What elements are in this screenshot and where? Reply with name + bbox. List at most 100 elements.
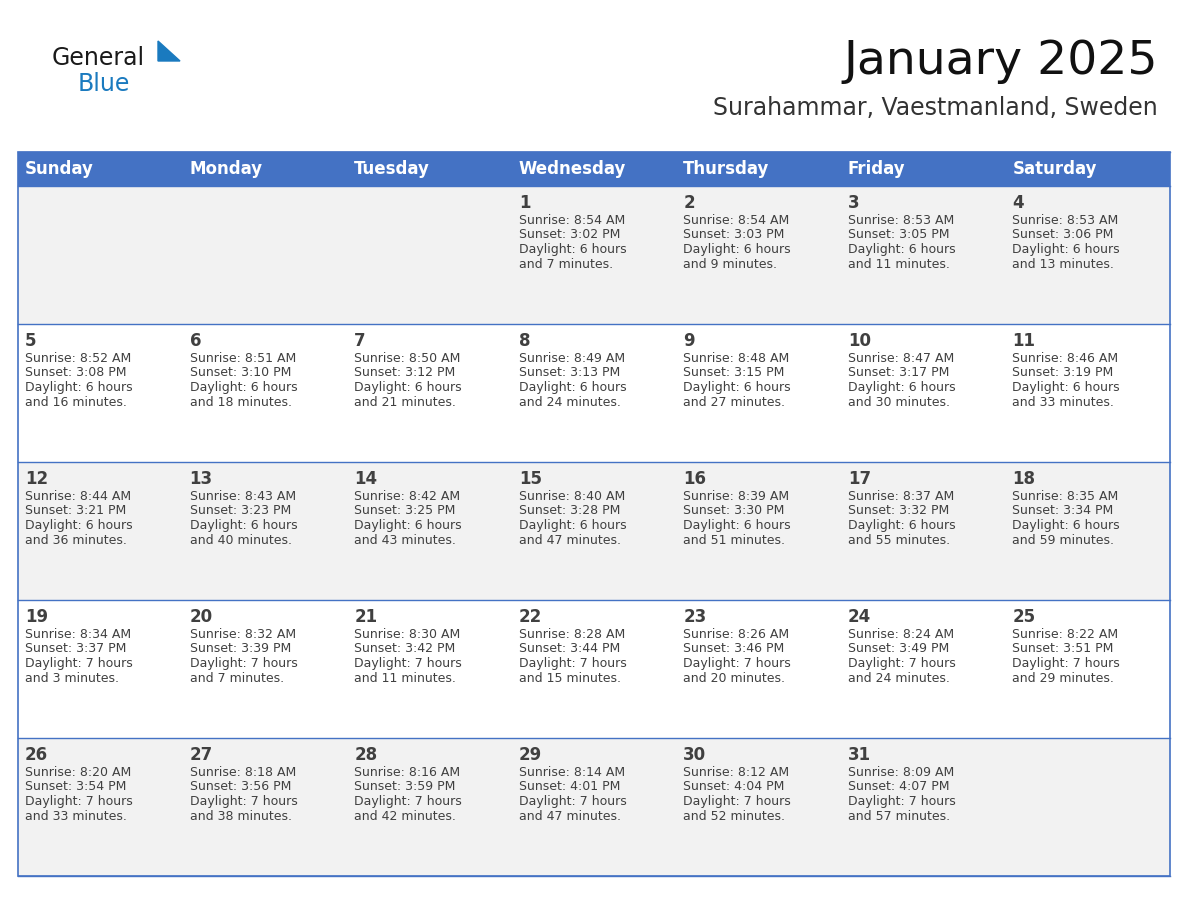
Text: Sunset: 3:54 PM: Sunset: 3:54 PM: [25, 780, 126, 793]
Text: and 52 minutes.: and 52 minutes.: [683, 810, 785, 823]
Bar: [1005, 600, 1170, 738]
Bar: [183, 186, 347, 324]
Bar: [18, 738, 183, 876]
Text: Daylight: 6 hours: Daylight: 6 hours: [25, 519, 133, 532]
Text: 27: 27: [190, 746, 213, 764]
Bar: [676, 600, 841, 738]
Text: Daylight: 7 hours: Daylight: 7 hours: [354, 795, 462, 808]
Text: Sunrise: 8:43 AM: Sunrise: 8:43 AM: [190, 490, 296, 503]
Text: Sunset: 3:15 PM: Sunset: 3:15 PM: [683, 366, 784, 379]
Text: January 2025: January 2025: [843, 39, 1158, 84]
Text: and 42 minutes.: and 42 minutes.: [354, 810, 456, 823]
Text: Sunrise: 8:40 AM: Sunrise: 8:40 AM: [519, 490, 625, 503]
Text: Sunrise: 8:52 AM: Sunrise: 8:52 AM: [25, 352, 131, 365]
Text: Daylight: 6 hours: Daylight: 6 hours: [683, 381, 791, 394]
Text: and 24 minutes.: and 24 minutes.: [848, 671, 949, 685]
Text: and 7 minutes.: and 7 minutes.: [519, 258, 613, 271]
Text: Sunset: 3:06 PM: Sunset: 3:06 PM: [1012, 229, 1114, 241]
Text: Sunset: 3:51 PM: Sunset: 3:51 PM: [1012, 643, 1114, 655]
Text: 16: 16: [683, 470, 707, 488]
Bar: [347, 186, 512, 324]
Text: and 55 minutes.: and 55 minutes.: [848, 533, 950, 546]
Bar: [1005, 462, 1170, 600]
Bar: [512, 186, 676, 324]
Bar: [676, 186, 841, 324]
Text: Daylight: 7 hours: Daylight: 7 hours: [848, 795, 955, 808]
Text: Daylight: 6 hours: Daylight: 6 hours: [519, 519, 626, 532]
Text: Sunrise: 8:46 AM: Sunrise: 8:46 AM: [1012, 352, 1119, 365]
Text: Daylight: 7 hours: Daylight: 7 hours: [1012, 657, 1120, 670]
Bar: [512, 324, 676, 462]
Text: Sunrise: 8:51 AM: Sunrise: 8:51 AM: [190, 352, 296, 365]
Text: and 24 minutes.: and 24 minutes.: [519, 396, 620, 409]
Bar: [18, 600, 183, 738]
Text: Daylight: 7 hours: Daylight: 7 hours: [848, 657, 955, 670]
Text: Tuesday: Tuesday: [354, 160, 430, 178]
Text: Sunset: 3:13 PM: Sunset: 3:13 PM: [519, 366, 620, 379]
Text: and 59 minutes.: and 59 minutes.: [1012, 533, 1114, 546]
Text: Sunset: 3:59 PM: Sunset: 3:59 PM: [354, 780, 455, 793]
Text: 10: 10: [848, 332, 871, 350]
Text: 2: 2: [683, 194, 695, 212]
Text: Daylight: 6 hours: Daylight: 6 hours: [190, 519, 297, 532]
Text: 9: 9: [683, 332, 695, 350]
Text: Sunrise: 8:54 AM: Sunrise: 8:54 AM: [683, 214, 790, 227]
Text: 28: 28: [354, 746, 378, 764]
Bar: [183, 462, 347, 600]
Text: and 57 minutes.: and 57 minutes.: [848, 810, 950, 823]
Text: General: General: [52, 46, 145, 70]
Text: and 30 minutes.: and 30 minutes.: [848, 396, 950, 409]
Text: and 13 minutes.: and 13 minutes.: [1012, 258, 1114, 271]
Text: 21: 21: [354, 608, 378, 626]
Text: Sunrise: 8:42 AM: Sunrise: 8:42 AM: [354, 490, 460, 503]
Text: Sunset: 3:02 PM: Sunset: 3:02 PM: [519, 229, 620, 241]
Bar: [512, 152, 676, 186]
Text: Daylight: 7 hours: Daylight: 7 hours: [519, 657, 626, 670]
Text: Sunset: 4:07 PM: Sunset: 4:07 PM: [848, 780, 949, 793]
Text: Blue: Blue: [78, 72, 131, 96]
Bar: [512, 462, 676, 600]
Text: Sunrise: 8:30 AM: Sunrise: 8:30 AM: [354, 628, 461, 641]
Text: Daylight: 6 hours: Daylight: 6 hours: [1012, 519, 1120, 532]
Text: and 36 minutes.: and 36 minutes.: [25, 533, 127, 546]
Text: Daylight: 6 hours: Daylight: 6 hours: [848, 243, 955, 256]
Text: Daylight: 6 hours: Daylight: 6 hours: [1012, 381, 1120, 394]
Bar: [347, 152, 512, 186]
Text: Sunset: 3:21 PM: Sunset: 3:21 PM: [25, 505, 126, 518]
Text: Sunset: 3:17 PM: Sunset: 3:17 PM: [848, 366, 949, 379]
Text: Sunset: 3:42 PM: Sunset: 3:42 PM: [354, 643, 455, 655]
Text: and 20 minutes.: and 20 minutes.: [683, 671, 785, 685]
Text: 15: 15: [519, 470, 542, 488]
Text: Daylight: 7 hours: Daylight: 7 hours: [683, 657, 791, 670]
Bar: [18, 324, 183, 462]
Text: Sunset: 3:08 PM: Sunset: 3:08 PM: [25, 366, 126, 379]
Text: Sunrise: 8:12 AM: Sunrise: 8:12 AM: [683, 766, 789, 779]
Text: Sunset: 3:19 PM: Sunset: 3:19 PM: [1012, 366, 1113, 379]
Text: and 33 minutes.: and 33 minutes.: [1012, 396, 1114, 409]
Text: and 11 minutes.: and 11 minutes.: [354, 671, 456, 685]
Text: Sunrise: 8:24 AM: Sunrise: 8:24 AM: [848, 628, 954, 641]
Bar: [1005, 738, 1170, 876]
Bar: [676, 738, 841, 876]
Text: Sunset: 3:37 PM: Sunset: 3:37 PM: [25, 643, 126, 655]
Text: Sunset: 3:56 PM: Sunset: 3:56 PM: [190, 780, 291, 793]
Text: Daylight: 6 hours: Daylight: 6 hours: [354, 381, 462, 394]
Text: Sunset: 3:46 PM: Sunset: 3:46 PM: [683, 643, 784, 655]
Text: Sunday: Sunday: [25, 160, 94, 178]
Bar: [676, 152, 841, 186]
Text: Sunrise: 8:39 AM: Sunrise: 8:39 AM: [683, 490, 789, 503]
Text: Daylight: 6 hours: Daylight: 6 hours: [190, 381, 297, 394]
Bar: [676, 324, 841, 462]
Bar: [1005, 324, 1170, 462]
Bar: [18, 152, 183, 186]
Text: and 43 minutes.: and 43 minutes.: [354, 533, 456, 546]
Text: Sunrise: 8:53 AM: Sunrise: 8:53 AM: [848, 214, 954, 227]
Polygon shape: [158, 41, 181, 61]
Text: 14: 14: [354, 470, 378, 488]
Text: 5: 5: [25, 332, 37, 350]
Text: Sunset: 3:30 PM: Sunset: 3:30 PM: [683, 505, 784, 518]
Text: 4: 4: [1012, 194, 1024, 212]
Text: 31: 31: [848, 746, 871, 764]
Text: Daylight: 6 hours: Daylight: 6 hours: [1012, 243, 1120, 256]
Bar: [183, 324, 347, 462]
